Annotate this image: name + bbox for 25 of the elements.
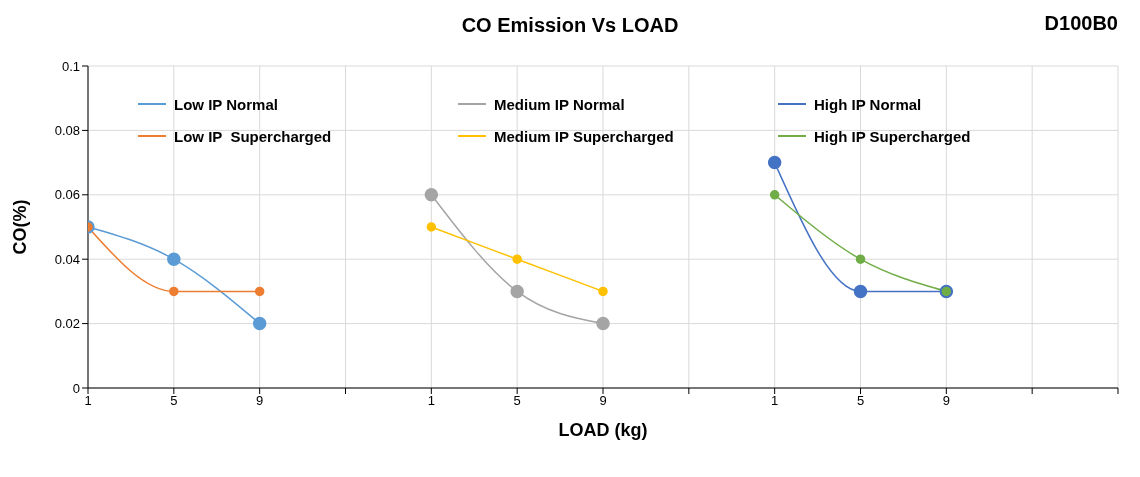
y-tick-label: 0.08 bbox=[54, 123, 80, 139]
x-tick-label: 1 bbox=[84, 393, 92, 409]
chart-title: CO Emission Vs LOAD bbox=[461, 14, 679, 36]
y-tick-label: 0.1 bbox=[61, 58, 80, 74]
legend-label: Low IP Supercharged bbox=[174, 127, 332, 145]
legend-label: Medium IP Supercharged bbox=[494, 127, 674, 145]
x-tick-label: 5 bbox=[170, 393, 178, 409]
y-tick-label: 0.06 bbox=[54, 187, 80, 203]
y-axis-title: CO(%) bbox=[10, 199, 31, 255]
y-tick-label: 0.04 bbox=[54, 251, 80, 267]
x-tick-label: 5 bbox=[513, 393, 521, 409]
text: D100B0 bbox=[1044, 12, 1118, 35]
x-tick-label: 9 bbox=[599, 393, 607, 409]
legend-label: Medium IP Normal bbox=[494, 95, 625, 113]
x-axis-title: LOAD (kg) bbox=[558, 420, 648, 440]
legend-label: High IP Normal bbox=[814, 95, 922, 113]
x-tick-label: 1 bbox=[771, 393, 779, 409]
y-tick-label: 0.02 bbox=[54, 316, 80, 332]
x-tick-label: 5 bbox=[856, 393, 865, 409]
legend-label: High IP Supercharged bbox=[814, 127, 971, 145]
legend-label: Low IP Normal bbox=[174, 95, 278, 113]
x-tick-label: 9 bbox=[256, 393, 264, 409]
x-tick-label: 9 bbox=[942, 393, 950, 409]
x-tick-label: 1 bbox=[427, 393, 435, 409]
y-tick-label: 0 bbox=[72, 380, 80, 396]
